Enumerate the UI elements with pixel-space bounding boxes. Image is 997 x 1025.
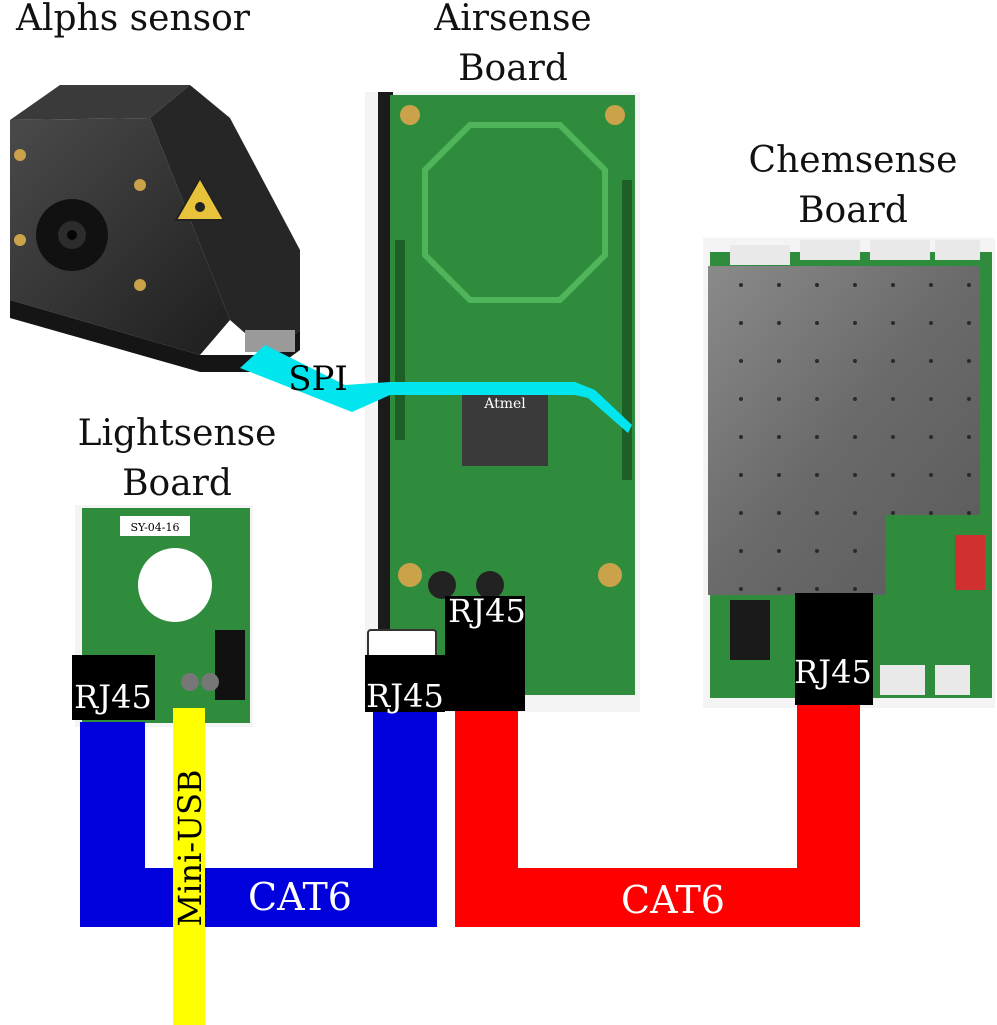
mini-usb-cable	[173, 708, 205, 1025]
cat6-red-label: CAT6	[621, 878, 725, 922]
airsense-title-line2: Board	[458, 48, 568, 89]
rj45-airsense-right-connector	[445, 596, 525, 711]
rj45-lightsense-connector	[72, 655, 155, 720]
alphs-sensor-device	[10, 85, 300, 372]
lightsense-sticker: SY-04-16	[130, 521, 179, 534]
rj45-airsense-left-label: RJ45	[366, 677, 444, 715]
cat6-blue-cable	[80, 712, 437, 927]
lightsense-title-line2: Board	[122, 463, 232, 504]
cat6-blue-label: CAT6	[248, 875, 352, 919]
spi-cable	[240, 345, 632, 433]
rj45-chemsense-connector	[795, 593, 873, 705]
chemsense-title-line1: Chemsense	[749, 140, 958, 181]
rj45-airsense-right-label: RJ45	[448, 592, 526, 630]
atmel-chip-label: Atmel	[483, 396, 526, 412]
rj45-airsense-left-connector	[365, 655, 445, 712]
lightsense-title-line1: Lightsense	[78, 413, 277, 454]
chemsense-title-line2: Board	[798, 190, 908, 231]
mini-usb-label: Mini-USB	[171, 769, 209, 926]
rj45-lightsense-label: RJ45	[74, 678, 152, 716]
alphs-sensor-title: Alphs sensor	[15, 0, 251, 39]
airsense-title-line1: Airsense	[433, 0, 591, 39]
spi-label: SPI	[288, 359, 348, 399]
cat6-red-cable	[455, 700, 860, 927]
rj45-chemsense-label: RJ45	[794, 653, 872, 691]
